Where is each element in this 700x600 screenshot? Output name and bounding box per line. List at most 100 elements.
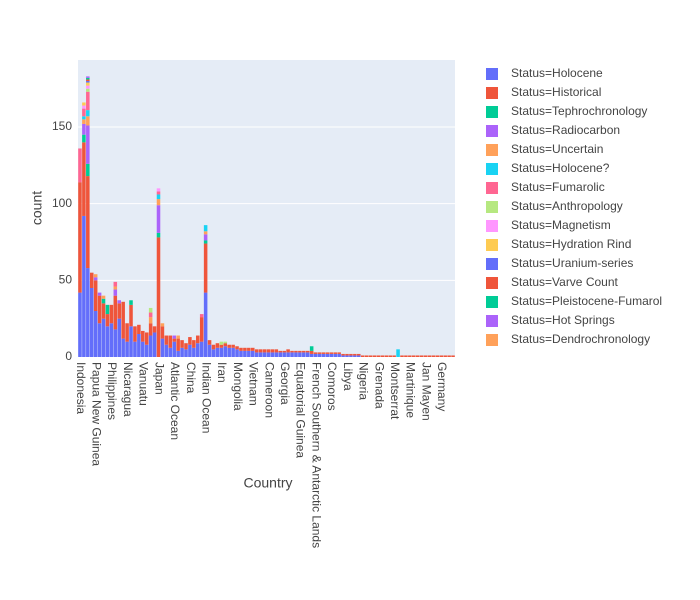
bar-segment — [333, 353, 337, 357]
bar-segment — [82, 102, 86, 106]
legend-swatch — [486, 182, 498, 194]
bar-segment — [404, 355, 408, 357]
bar-segment — [302, 350, 306, 353]
bar-segment — [176, 338, 180, 351]
bar-segment — [105, 326, 110, 357]
legend-label: Status=Magnetism — [511, 218, 611, 232]
bar-segment — [223, 343, 228, 347]
bar-segment — [82, 142, 86, 216]
bar-segment — [101, 298, 106, 304]
bars — [78, 76, 455, 357]
bar-segment — [266, 352, 271, 357]
x-tick-label: Iran — [215, 362, 229, 383]
bar-segment — [294, 352, 298, 357]
bar-segment — [231, 344, 235, 348]
x-tick-label: Jan Mayen — [419, 362, 433, 421]
bar-segment — [137, 334, 141, 357]
bar-segment — [101, 295, 106, 299]
bar-segment — [203, 240, 208, 244]
bar-segment — [188, 337, 192, 345]
bar-segment — [82, 134, 86, 143]
bar-segment — [349, 353, 353, 356]
bar-segment — [113, 295, 118, 330]
x-axis-title: Country — [243, 475, 292, 491]
bar-segment — [443, 355, 447, 357]
bar-segment — [360, 355, 365, 357]
y-tick-label: 150 — [52, 119, 72, 133]
bar-segment — [152, 332, 157, 357]
bar-segment — [266, 349, 271, 353]
bar-segment — [321, 352, 326, 354]
bar-segment — [305, 350, 310, 353]
bar-segment — [278, 350, 283, 353]
bar-segment — [86, 268, 90, 357]
bar-segment — [262, 352, 267, 357]
bar-segment — [325, 353, 330, 357]
bar-segment — [223, 341, 228, 344]
legend-swatch — [486, 239, 498, 251]
bar-segment — [78, 148, 82, 183]
bar-segment — [247, 347, 251, 351]
bar-segment — [286, 352, 290, 357]
bar-segment — [317, 352, 322, 354]
bar-segment — [133, 326, 137, 342]
bar-segment — [156, 191, 161, 195]
bar-segment — [203, 225, 208, 232]
y-tick-label: 0 — [65, 349, 72, 363]
bar-segment — [172, 341, 176, 357]
bar-segment — [172, 335, 176, 339]
bar-segment — [357, 353, 361, 356]
bar-segment — [203, 231, 208, 235]
bar-segment — [423, 355, 428, 357]
bar-segment — [345, 353, 349, 356]
bar-segment — [313, 352, 318, 354]
legend-swatch — [486, 334, 498, 346]
bar-segment — [82, 105, 86, 109]
bar-segment — [435, 355, 440, 357]
x-tick-label: French Southern & Antarctic Lands — [309, 362, 323, 548]
bar-segment — [321, 353, 326, 357]
legend-label: Status=Hot Springs — [511, 313, 615, 327]
bar-segment — [89, 272, 94, 289]
grid — [78, 126, 455, 358]
bar-segment — [384, 355, 389, 357]
bar-segment — [113, 281, 118, 287]
legend-label: Status=Uncertain — [511, 142, 603, 156]
x-tick-label: Mongolia — [231, 362, 245, 411]
bar-segment — [86, 88, 90, 92]
bar-segment — [313, 353, 318, 357]
bar-segment — [180, 347, 184, 357]
bar-segment — [109, 304, 114, 324]
bar-segment — [317, 353, 322, 357]
bar-segment — [239, 350, 243, 357]
bar-segment — [105, 314, 110, 327]
bar-segment — [164, 344, 169, 357]
bar-segment — [93, 280, 98, 312]
bar-segment — [219, 341, 224, 345]
bar-segment — [207, 344, 212, 357]
x-tick-label: Philippines — [105, 362, 119, 420]
bar-segment — [160, 323, 165, 327]
bar-segment — [447, 355, 451, 357]
bar-segment — [337, 352, 341, 354]
bar-segment — [113, 286, 118, 290]
bar-segment — [125, 323, 129, 342]
bar-segment — [82, 215, 86, 357]
bar-segment — [349, 355, 353, 357]
bar-segment — [148, 317, 153, 324]
bar-segment — [290, 352, 294, 357]
bar-segment — [411, 355, 416, 357]
bar-segment — [86, 76, 90, 78]
legend: Status=Holocene Status=Historical Status=T… — [486, 66, 662, 346]
x-tick-label: Indian Ocean — [199, 362, 213, 433]
bar-segment — [86, 91, 90, 111]
bar-segment — [93, 277, 98, 281]
bar-segment — [97, 292, 102, 296]
legend-label: Status=Uranium-series — [511, 256, 633, 270]
y-axis-title: count — [29, 191, 45, 225]
bar-segment — [176, 350, 180, 357]
bar-segment — [86, 79, 90, 82]
bar-segment — [78, 292, 82, 357]
bar-segment — [82, 116, 86, 120]
legend-swatch — [486, 201, 498, 213]
